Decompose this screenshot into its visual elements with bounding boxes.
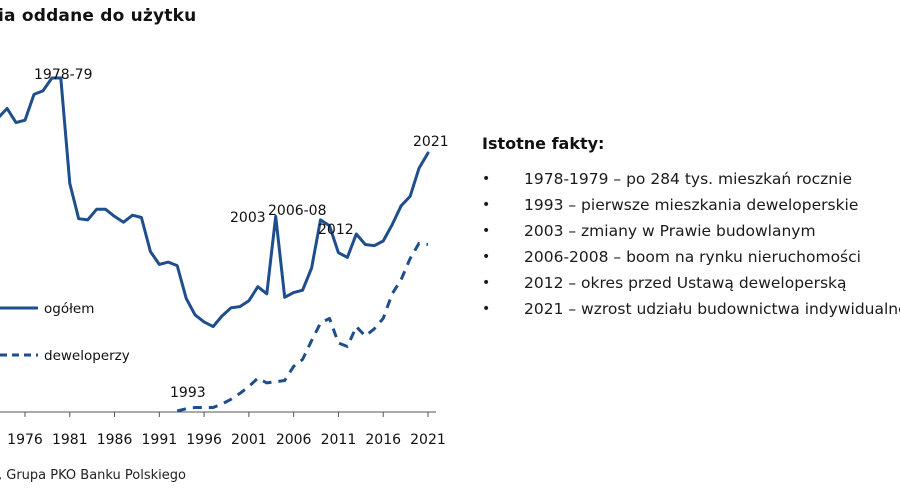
x-tick-label: 1981	[52, 432, 88, 448]
series-line-ogółem	[0, 76, 430, 329]
fact-item: • 2006-2008 – boom na rynku nieruchomości	[482, 244, 900, 270]
fact-item: • 2003 – zmiany w Prawie budowlanym	[482, 218, 900, 244]
x-tick-label: 1976	[7, 432, 43, 448]
facts-list: • 1978-1979 – po 284 tys. mieszkań roczni…	[482, 166, 900, 322]
fact-item: • 1993 – pierwsze mieszkania deweloperski…	[482, 192, 900, 218]
line-chart: 1976 1981 1986 1991 1996 2001 2006 2011 2016 2021…	[0, 67, 449, 448]
annotation-label: 2006-08	[268, 203, 327, 219]
annotation-label: 2021	[413, 134, 449, 150]
legend-label-deweloperzy: deweloperzy	[44, 348, 130, 364]
fact-text: 2021 – wzrost udziału budownictwa indywi…	[524, 300, 900, 318]
x-tick-label: 2001	[231, 432, 267, 448]
series-line-deweloperzy	[176, 241, 429, 413]
fact-text: 1978-1979 – po 284 tys. mieszkań rocznie	[524, 170, 852, 188]
x-tick-label: 2016	[365, 432, 401, 448]
facts-heading: Istotne fakty:	[482, 134, 605, 153]
chart-title: ia oddane do użytku	[0, 6, 197, 26]
annotation-label: 2003	[230, 210, 266, 226]
bullet-icon: •	[482, 197, 491, 213]
fact-item: • 2012 – okres przed Ustawą deweloperską	[482, 270, 900, 296]
x-tick-label: 1986	[97, 432, 133, 448]
source-note: , Grupa PKO Banku Polskiego	[0, 468, 186, 483]
bullet-icon: •	[482, 275, 491, 291]
x-axis: 1976 1981 1986 1991 1996 2001 2006 2011 2016 2021	[0, 411, 446, 448]
series-layer	[0, 76, 430, 413]
fact-text: 2012 – okres przed Ustawą deweloperską	[524, 274, 847, 292]
bullet-icon: •	[482, 249, 491, 265]
fact-item: • 1978-1979 – po 284 tys. mieszkań roczni…	[482, 166, 900, 192]
bullet-icon: •	[482, 171, 491, 187]
fact-text: 2003 – zmiany w Prawie budowlanym	[524, 222, 816, 240]
annotation-label: 1993	[170, 385, 206, 401]
legend-label-ogolem: ogółem	[44, 301, 94, 317]
x-tick-label: 2006	[276, 432, 312, 448]
fact-text: 2006-2008 – boom na rynku nieruchomości	[524, 248, 861, 266]
x-tick-label: 2011	[321, 432, 357, 448]
bullet-icon: •	[482, 223, 491, 239]
legend: ogółem deweloperzy	[0, 301, 130, 364]
fact-text: 1993 – pierwsze mieszkania deweloperskie	[524, 196, 859, 214]
fact-item: • 2021 – wzrost udziału budownictwa indyw…	[482, 296, 900, 322]
annotation-label: 1978-79	[34, 67, 93, 83]
bullet-icon: •	[482, 301, 491, 317]
annotation-layer: 1978-79 1993 2003 2006-08 2012 2021	[34, 67, 449, 401]
x-tick-label: 1996	[186, 432, 222, 448]
facts-panel: Istotne fakty: • 1978-1979 – po 284 tys. …	[482, 134, 900, 322]
x-tick-label: 1991	[142, 432, 178, 448]
annotation-label: 2012	[318, 222, 354, 238]
x-tick-label: 2021	[410, 432, 446, 448]
